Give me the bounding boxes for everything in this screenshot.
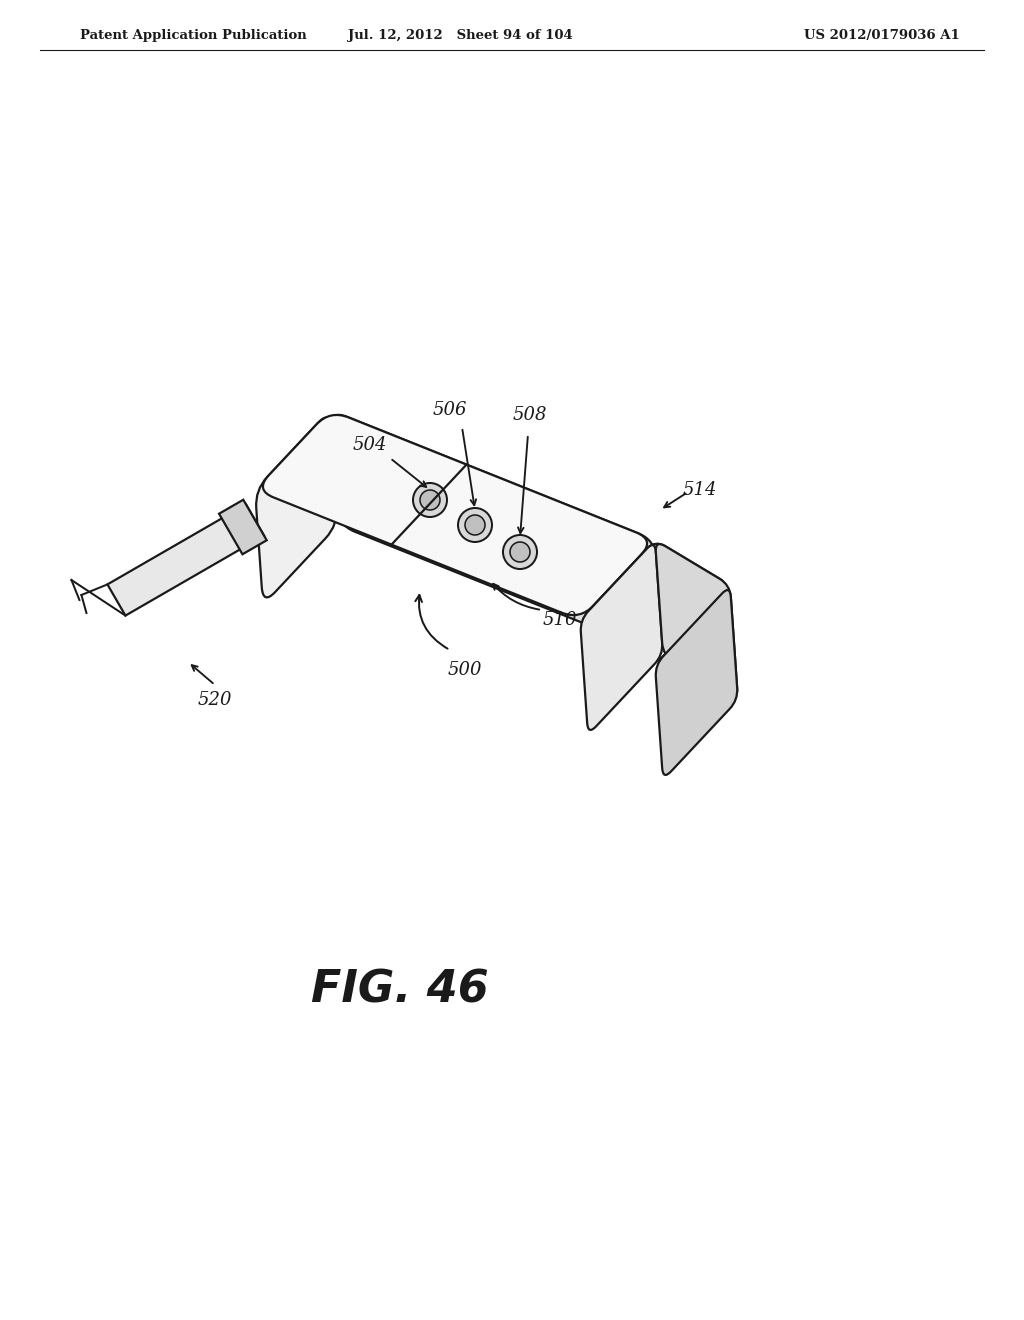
PathPatch shape xyxy=(655,544,737,696)
Text: FIG. 46: FIG. 46 xyxy=(311,969,488,1011)
Text: 508: 508 xyxy=(513,407,547,424)
Text: 504: 504 xyxy=(352,436,387,454)
Circle shape xyxy=(413,483,447,517)
Circle shape xyxy=(465,515,485,535)
Circle shape xyxy=(420,490,440,510)
PathPatch shape xyxy=(256,417,337,598)
PathPatch shape xyxy=(219,500,266,554)
Text: 514: 514 xyxy=(683,480,717,499)
PathPatch shape xyxy=(108,504,264,615)
Text: Patent Application Publication: Patent Application Publication xyxy=(80,29,307,41)
Text: US 2012/0179036 A1: US 2012/0179036 A1 xyxy=(804,29,961,41)
Text: 500: 500 xyxy=(447,661,482,678)
PathPatch shape xyxy=(655,590,737,775)
Text: 520: 520 xyxy=(198,690,232,709)
Circle shape xyxy=(458,508,492,543)
FancyArrowPatch shape xyxy=(416,595,447,648)
PathPatch shape xyxy=(331,414,662,651)
PathPatch shape xyxy=(263,414,647,615)
PathPatch shape xyxy=(581,545,663,730)
Circle shape xyxy=(510,543,530,562)
Text: 506: 506 xyxy=(433,401,467,418)
Text: Jul. 12, 2012   Sheet 94 of 104: Jul. 12, 2012 Sheet 94 of 104 xyxy=(347,29,572,41)
PathPatch shape xyxy=(585,544,725,661)
Circle shape xyxy=(503,535,537,569)
Text: 510: 510 xyxy=(543,611,578,630)
